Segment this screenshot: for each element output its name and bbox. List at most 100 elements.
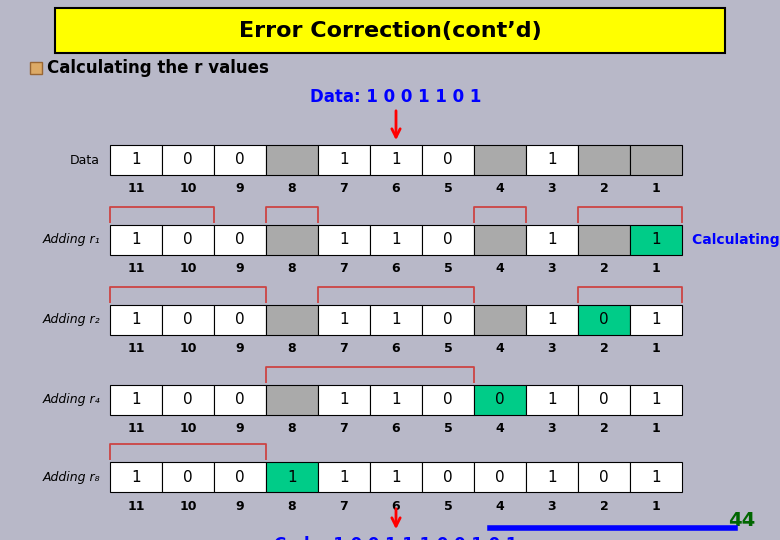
Text: 44: 44 bbox=[728, 511, 755, 530]
Text: 1: 1 bbox=[131, 233, 141, 247]
FancyBboxPatch shape bbox=[370, 145, 422, 175]
Text: 1: 1 bbox=[651, 233, 661, 247]
FancyBboxPatch shape bbox=[526, 462, 578, 492]
Text: Code: 1 0 0 1 1 1 0 0 1 0 1: Code: 1 0 0 1 1 1 0 0 1 0 1 bbox=[275, 536, 518, 540]
Text: 7: 7 bbox=[339, 183, 349, 195]
Text: 6: 6 bbox=[392, 500, 400, 512]
FancyBboxPatch shape bbox=[318, 385, 370, 415]
FancyBboxPatch shape bbox=[162, 305, 214, 335]
Text: 1: 1 bbox=[131, 152, 141, 167]
Text: 9: 9 bbox=[236, 342, 244, 355]
FancyBboxPatch shape bbox=[110, 385, 162, 415]
FancyBboxPatch shape bbox=[526, 385, 578, 415]
Text: Data: 1 0 0 1 1 0 1: Data: 1 0 0 1 1 0 1 bbox=[310, 88, 482, 106]
Text: 9: 9 bbox=[236, 500, 244, 512]
FancyBboxPatch shape bbox=[266, 305, 318, 335]
Text: 8: 8 bbox=[288, 422, 296, 435]
Text: 4: 4 bbox=[495, 262, 505, 275]
FancyBboxPatch shape bbox=[266, 145, 318, 175]
Text: 1: 1 bbox=[651, 183, 661, 195]
Text: 11: 11 bbox=[127, 500, 145, 512]
Text: 0: 0 bbox=[443, 469, 453, 484]
Text: 2: 2 bbox=[600, 183, 608, 195]
Text: 0: 0 bbox=[183, 152, 193, 167]
Text: 10: 10 bbox=[179, 183, 197, 195]
Text: 1: 1 bbox=[548, 469, 557, 484]
Text: 6: 6 bbox=[392, 342, 400, 355]
Text: 7: 7 bbox=[339, 342, 349, 355]
Text: 10: 10 bbox=[179, 262, 197, 275]
Text: 1: 1 bbox=[548, 152, 557, 167]
Text: 0: 0 bbox=[599, 313, 609, 327]
Text: 1: 1 bbox=[287, 469, 297, 484]
Text: 9: 9 bbox=[236, 262, 244, 275]
FancyBboxPatch shape bbox=[422, 145, 474, 175]
Text: 1: 1 bbox=[548, 313, 557, 327]
FancyBboxPatch shape bbox=[55, 8, 725, 53]
FancyBboxPatch shape bbox=[318, 225, 370, 255]
FancyBboxPatch shape bbox=[162, 462, 214, 492]
Text: 9: 9 bbox=[236, 183, 244, 195]
Text: 0: 0 bbox=[495, 469, 505, 484]
Text: 1: 1 bbox=[392, 393, 401, 408]
Text: 0: 0 bbox=[443, 233, 453, 247]
Text: 6: 6 bbox=[392, 422, 400, 435]
FancyBboxPatch shape bbox=[162, 225, 214, 255]
Text: 6: 6 bbox=[392, 262, 400, 275]
FancyBboxPatch shape bbox=[474, 305, 526, 335]
Text: 3: 3 bbox=[548, 500, 556, 512]
Text: 10: 10 bbox=[179, 422, 197, 435]
FancyBboxPatch shape bbox=[30, 62, 42, 74]
Text: 0: 0 bbox=[599, 393, 609, 408]
FancyBboxPatch shape bbox=[370, 462, 422, 492]
FancyBboxPatch shape bbox=[110, 462, 162, 492]
Text: 10: 10 bbox=[179, 500, 197, 512]
Text: 1: 1 bbox=[131, 313, 141, 327]
FancyBboxPatch shape bbox=[162, 385, 214, 415]
Text: Adding r₄: Adding r₄ bbox=[42, 394, 100, 407]
Text: 1: 1 bbox=[548, 393, 557, 408]
Text: 1: 1 bbox=[548, 233, 557, 247]
FancyBboxPatch shape bbox=[578, 305, 630, 335]
FancyBboxPatch shape bbox=[266, 225, 318, 255]
FancyBboxPatch shape bbox=[214, 225, 266, 255]
FancyBboxPatch shape bbox=[526, 225, 578, 255]
Text: 5: 5 bbox=[444, 262, 452, 275]
Text: 11: 11 bbox=[127, 262, 145, 275]
Text: 0: 0 bbox=[443, 393, 453, 408]
Text: 3: 3 bbox=[548, 342, 556, 355]
Text: 0: 0 bbox=[183, 469, 193, 484]
FancyBboxPatch shape bbox=[318, 305, 370, 335]
Text: 2: 2 bbox=[600, 342, 608, 355]
Text: 0: 0 bbox=[183, 313, 193, 327]
FancyBboxPatch shape bbox=[110, 225, 162, 255]
FancyBboxPatch shape bbox=[162, 145, 214, 175]
Text: 0: 0 bbox=[236, 313, 245, 327]
Text: 0: 0 bbox=[236, 152, 245, 167]
Text: 0: 0 bbox=[236, 393, 245, 408]
FancyBboxPatch shape bbox=[630, 145, 682, 175]
Text: 5: 5 bbox=[444, 183, 452, 195]
FancyBboxPatch shape bbox=[526, 305, 578, 335]
Text: 5: 5 bbox=[444, 500, 452, 512]
Text: Error Correction(cont’d): Error Correction(cont’d) bbox=[239, 21, 541, 40]
Text: 1: 1 bbox=[339, 393, 349, 408]
FancyBboxPatch shape bbox=[318, 145, 370, 175]
FancyBboxPatch shape bbox=[214, 305, 266, 335]
FancyBboxPatch shape bbox=[266, 462, 318, 492]
Text: 0: 0 bbox=[236, 469, 245, 484]
FancyBboxPatch shape bbox=[578, 145, 630, 175]
Text: 7: 7 bbox=[339, 422, 349, 435]
Text: 5: 5 bbox=[444, 422, 452, 435]
Text: 6: 6 bbox=[392, 183, 400, 195]
Text: Adding r₁: Adding r₁ bbox=[42, 233, 100, 246]
FancyBboxPatch shape bbox=[422, 225, 474, 255]
Text: 1: 1 bbox=[651, 342, 661, 355]
FancyBboxPatch shape bbox=[422, 462, 474, 492]
Text: 3: 3 bbox=[548, 183, 556, 195]
Text: 1: 1 bbox=[339, 469, 349, 484]
Text: 2: 2 bbox=[600, 422, 608, 435]
FancyBboxPatch shape bbox=[474, 385, 526, 415]
Text: 1: 1 bbox=[339, 233, 349, 247]
Text: Adding r₂: Adding r₂ bbox=[42, 314, 100, 327]
